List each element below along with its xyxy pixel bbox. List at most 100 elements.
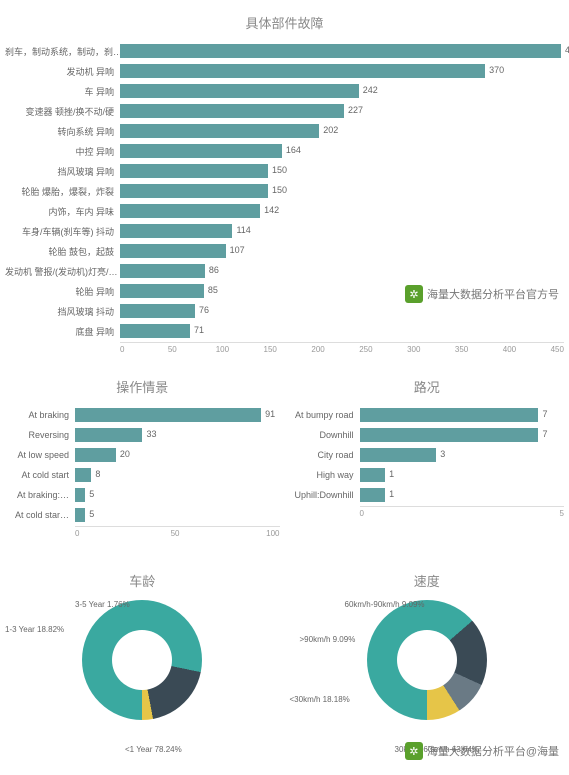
bar-fill — [120, 284, 204, 298]
bar-fill — [120, 84, 359, 98]
chart-vehicle-age: 车龄 <1 Year 78.24%1-3 Year 18.82%3-5 Year… — [5, 563, 280, 770]
bar-track: 33 — [75, 428, 280, 442]
bar-label: At braking — [5, 410, 75, 420]
bar-label: Reversing — [5, 430, 75, 440]
bar-fill — [120, 224, 232, 238]
bar-track: 150 — [120, 184, 564, 198]
chart3-axis: 05 — [360, 506, 565, 518]
bar-label: 轮胎 鼓包，起鼓 — [5, 245, 120, 258]
bar-value: 7 — [542, 409, 547, 419]
bar-label: 车 异响 — [5, 85, 120, 98]
bar-track: 114 — [120, 224, 564, 238]
axis-tick: 150 — [264, 345, 312, 354]
bar-label: High way — [290, 470, 360, 480]
bar-label: At bumpy road — [290, 410, 360, 420]
bar-fill — [120, 204, 260, 218]
bar-label: 变速器 顿挫/换不动/硬 — [5, 105, 120, 118]
bar-label: 中控 异响 — [5, 145, 120, 158]
bar-value: 202 — [323, 125, 338, 135]
axis-tick: 300 — [407, 345, 455, 354]
watermark-2-text: 海量大数据分析平台@海量 — [427, 743, 559, 759]
bar-label: Downhill — [290, 430, 360, 440]
bar-value: 370 — [489, 65, 504, 75]
bar-label: 挡风玻璃 异响 — [5, 165, 120, 178]
bar-fill — [75, 508, 85, 522]
bar-row: 变速器 顿挫/换不动/硬 227 — [5, 102, 564, 120]
bar-value: 227 — [348, 105, 363, 115]
axis-tick: 200 — [311, 345, 359, 354]
chart3-title: 路况 — [290, 377, 565, 396]
bar-fill — [120, 324, 190, 338]
chart2-bars: At braking91Reversing33At low speed20At … — [5, 406, 280, 524]
donut-segment-label: <30km/h 18.18% — [290, 695, 350, 704]
bar-value: 71 — [194, 325, 204, 335]
axis-tick: 0 — [120, 345, 168, 354]
chart2-title: 操作情景 — [5, 377, 280, 396]
bar-label: 刹车，制动系统，制动，刹… — [5, 45, 120, 58]
chart1-axis: 050100150200250300350400450 — [120, 342, 564, 354]
chart5-donut — [367, 600, 487, 720]
bar-row: 转向系统 异响 202 — [5, 122, 564, 140]
bar-row: 挡风玻璃 抖动76 — [5, 302, 564, 320]
bar-fill — [120, 304, 195, 318]
axis-tick: 450 — [551, 345, 564, 354]
bar-row: 车身/车辆(刹车等) 抖动 114 — [5, 222, 564, 240]
bar-fill — [120, 144, 282, 158]
axis-tick: 0 — [360, 509, 560, 518]
bar-label: 车身/车辆(刹车等) 抖动 — [5, 225, 120, 238]
axis-tick: 5 — [560, 509, 564, 518]
bar-track: 20 — [75, 448, 280, 462]
bar-track: 3 — [360, 448, 565, 462]
bar-fill — [120, 64, 485, 78]
bar-fill — [360, 428, 539, 442]
bar-row: 内饰，车内 异味142 — [5, 202, 564, 220]
bar-row: At cold start 8 — [5, 466, 280, 484]
bar-fill — [360, 488, 386, 502]
bar-row: At braking 91 — [5, 406, 280, 424]
axis-tick: 50 — [171, 529, 267, 538]
chart3-bars: At bumpy road 7 Downhill 7 City road3High wa… — [290, 406, 565, 504]
bar-fill — [360, 448, 437, 462]
bar-value: 1 — [389, 489, 394, 499]
watermark-2: ✲ 海量大数据分析平台@海量 — [405, 742, 559, 760]
bar-fill — [120, 184, 268, 198]
bar-value: 114 — [236, 225, 250, 235]
bar-row: 发动机 异响370 — [5, 62, 564, 80]
bar-label: At cold start — [5, 470, 75, 480]
chart-operation-scenario: 操作情景 At braking91Reversing33At low speed… — [5, 369, 280, 538]
bar-fill — [75, 428, 142, 442]
bar-row: 轮胎 爆胎，爆裂，炸裂150 — [5, 182, 564, 200]
bar-row: At cold star…5 — [5, 506, 280, 524]
chart4-donut — [82, 600, 202, 720]
bar-track: 91 — [75, 408, 280, 422]
chart1-title: 具体部件故障 — [5, 13, 564, 32]
bar-track: 5 — [75, 488, 280, 502]
bar-value: 33 — [146, 429, 156, 439]
axis-tick: 350 — [455, 345, 503, 354]
bar-fill — [120, 124, 319, 138]
bar-value: 7 — [542, 429, 547, 439]
bar-row: 中控 异响 164 — [5, 142, 564, 160]
bar-label: 转向系统 异响 — [5, 125, 120, 138]
bar-label: At cold star… — [5, 510, 75, 520]
bar-track: 164 — [120, 144, 564, 158]
bar-track: 227 — [120, 104, 564, 118]
bar-row: 刹车，制动系统，制动，刹…447 — [5, 42, 564, 60]
bar-label: 底盘 异响 — [5, 325, 120, 338]
wechat-icon: ✲ — [405, 742, 423, 760]
bar-value: 8 — [95, 469, 100, 479]
axis-tick: 50 — [168, 345, 216, 354]
chart2-axis: 050100 — [75, 526, 280, 538]
bar-row: 发动机 警报/(发动机)灯亮/…86 — [5, 262, 564, 280]
bar-value: 164 — [286, 145, 301, 155]
bar-row: 挡风玻璃 异响150 — [5, 162, 564, 180]
bar-track: 1 — [360, 468, 565, 482]
bar-track: 71 — [120, 324, 564, 338]
bar-value: 242 — [363, 85, 378, 95]
bar-value: 76 — [199, 305, 209, 315]
bar-label: City road — [290, 450, 360, 460]
bar-label: 轮胎 爆胎，爆裂，炸裂 — [5, 185, 120, 198]
bar-label: Uphill:Downhill — [290, 490, 360, 500]
bar-value: 91 — [265, 409, 275, 419]
wechat-icon: ✲ — [405, 285, 423, 303]
